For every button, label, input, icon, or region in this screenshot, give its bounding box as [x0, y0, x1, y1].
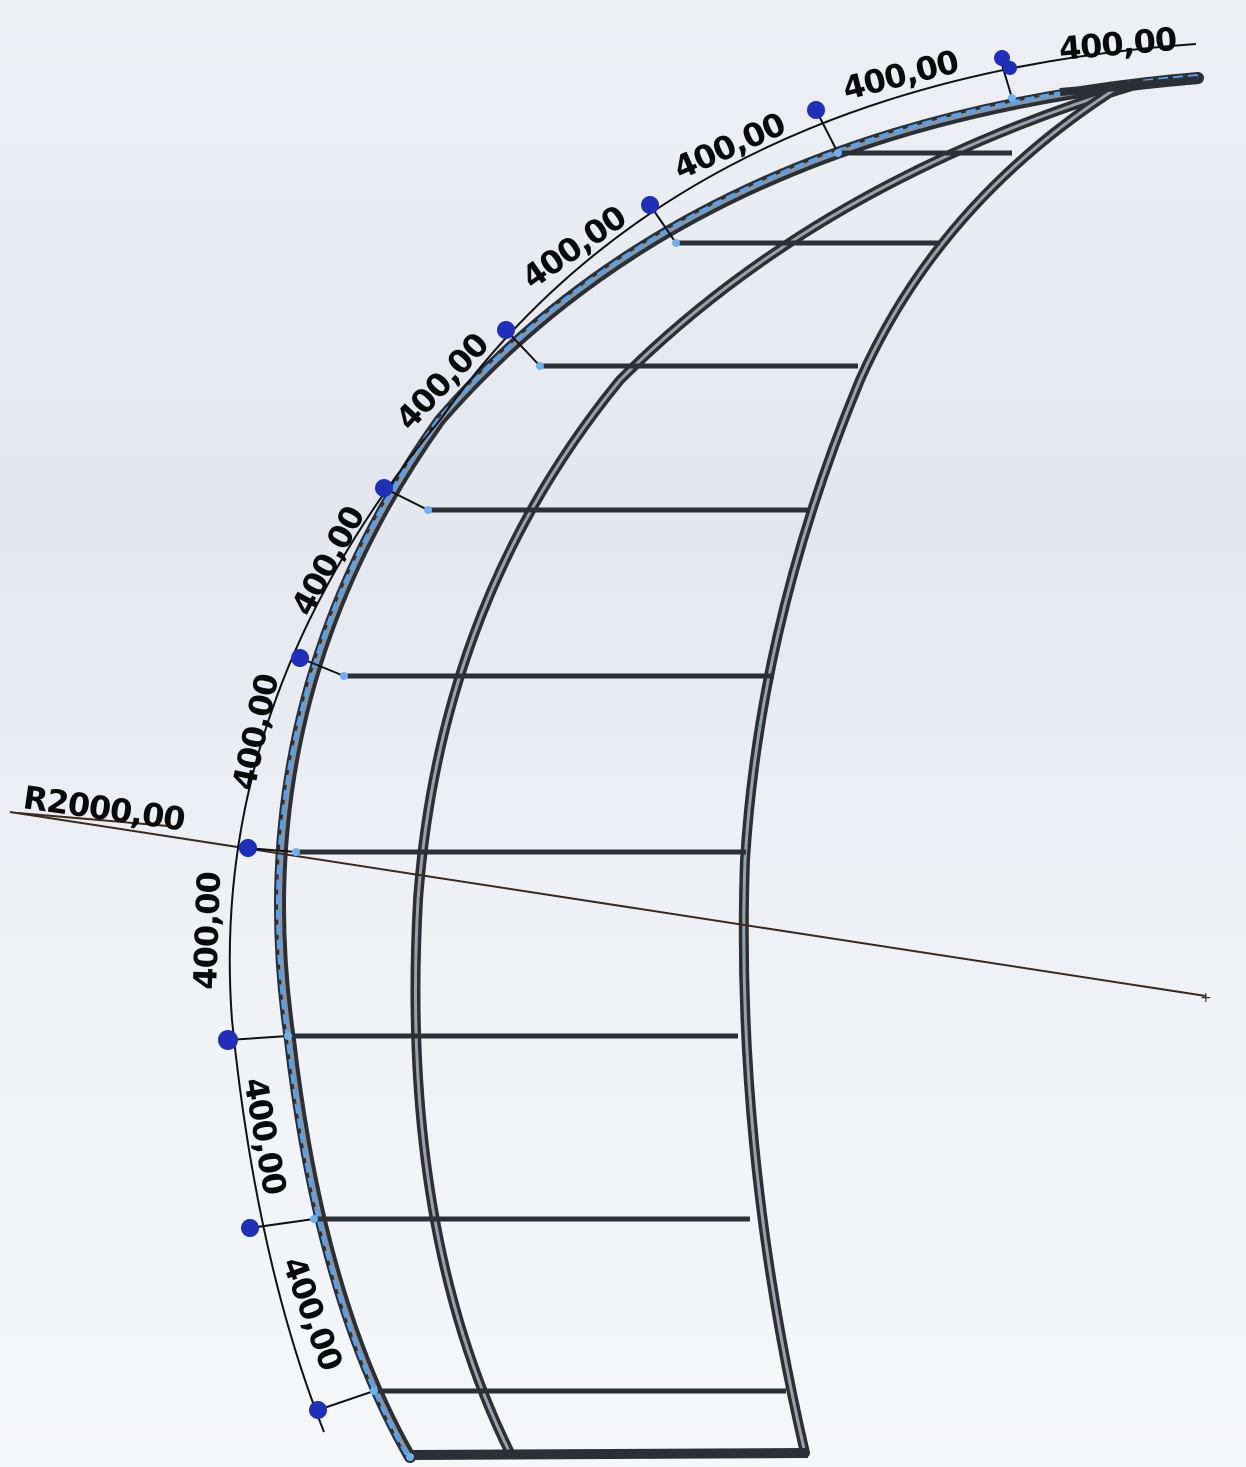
- rail-point-markers: [284, 94, 1016, 1461]
- drag-handle[interactable]: [291, 649, 309, 667]
- drag-handle[interactable]: [309, 1401, 327, 1419]
- top-end-bar[interactable]: [1059, 76, 1199, 96]
- middle-curved-rail[interactable]: [410, 79, 1143, 1458]
- radius-center-marker: +: [1200, 990, 1212, 1006]
- arc-dimension-label-7[interactable]: 400,00: [225, 671, 287, 794]
- drag-handle[interactable]: [241, 1219, 259, 1237]
- drag-handle[interactable]: [239, 839, 257, 857]
- radius-label-underline: [17, 812, 169, 827]
- inner-curved-rail[interactable]: [738, 81, 1125, 1458]
- arc-dimension-label-9[interactable]: 400,00: [236, 1075, 294, 1197]
- drag-handle[interactable]: [375, 479, 393, 497]
- drag-handle[interactable]: [807, 101, 825, 119]
- arc-dimension-line: [228, 43, 1197, 1433]
- arc-dimension-label-8[interactable]: 400,00: [186, 872, 228, 991]
- arc-dimension-label-2[interactable]: 400,00: [839, 42, 962, 107]
- radius-dimension-label[interactable]: R2000,00: [21, 778, 187, 838]
- drag-handle[interactable]: [497, 321, 515, 339]
- cross-members: [288, 150, 1012, 1394]
- drag-handle[interactable]: [641, 196, 659, 214]
- outer-curved-rail[interactable]: [274, 72, 1204, 1463]
- drag-handle[interactable]: [218, 1030, 238, 1050]
- arc-dimension-label-1[interactable]: 400,00: [1057, 20, 1177, 68]
- selected-edge-highlight: [276, 74, 1199, 1458]
- radius-leader-line: [9, 811, 1207, 997]
- drag-handle[interactable]: [1003, 61, 1017, 75]
- bottom-end-bar[interactable]: [409, 1448, 809, 1460]
- arc-dimension-label-4[interactable]: 400,00: [515, 198, 633, 297]
- drag-handle[interactable]: [994, 50, 1010, 66]
- dimension-handles: [218, 50, 1017, 1419]
